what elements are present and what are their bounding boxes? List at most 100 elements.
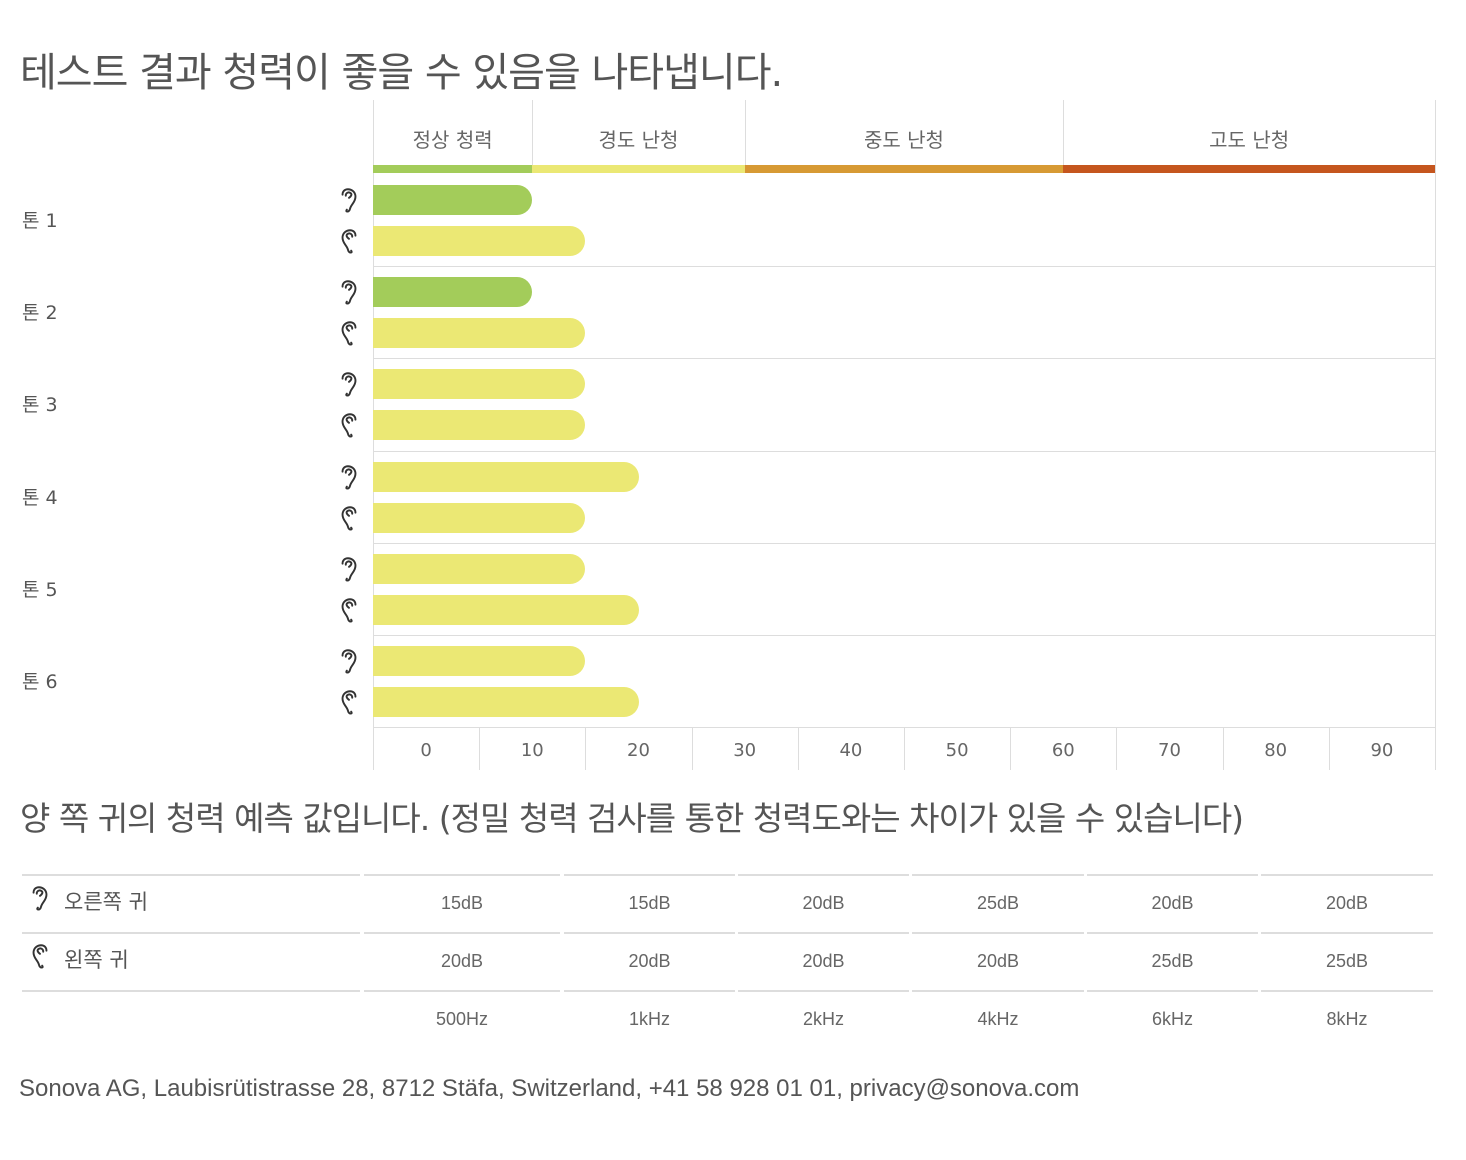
tick-label: 60	[1051, 740, 1075, 761]
table-divider	[22, 932, 360, 934]
tick-label: 80	[1264, 740, 1288, 761]
bar-left-ear	[373, 410, 586, 441]
table-divider	[1087, 874, 1258, 876]
table-divider	[364, 874, 560, 876]
tick-label: 10	[520, 740, 544, 761]
bar-left-ear	[373, 594, 639, 625]
axis-gridline	[1116, 727, 1118, 770]
band-label: 고도 난청	[1209, 128, 1290, 152]
tick-label: 70	[1158, 740, 1181, 761]
right-ear-icon	[339, 463, 363, 491]
bar-left-ear	[373, 502, 586, 533]
tone-label: 톤 5	[22, 578, 58, 601]
left-ear-icon	[339, 504, 363, 532]
table-cell: 20dB	[802, 951, 845, 971]
frequency-label: 8kHz	[1326, 1009, 1368, 1029]
row-divider	[373, 450, 1435, 452]
tone-label: 톤 4	[22, 486, 58, 509]
band-divider	[532, 100, 534, 165]
tick-label: 50	[945, 740, 969, 761]
frequency-label: 6kHz	[1151, 1009, 1193, 1029]
axis-gridline	[1010, 727, 1012, 770]
frequency-label: 1kHz	[628, 1009, 670, 1029]
table-divider	[1087, 990, 1258, 992]
page-title: 테스트 결과 청력이 좋을 수 있음을 나타냅니다.	[20, 50, 783, 96]
table-divider	[738, 874, 909, 876]
tone-label: 톤 2	[22, 302, 58, 325]
bar-right-ear	[373, 185, 533, 215]
axis-gridline	[1222, 727, 1224, 770]
table-divider	[1261, 874, 1433, 876]
table-cell: 20dB	[802, 893, 845, 913]
table-cell: 20dB	[1325, 893, 1369, 913]
row-divider	[373, 542, 1435, 544]
tick-label: 30	[733, 740, 757, 761]
chart-subtitle: 양 쪽 귀의 청력 예측 값입니다. (정밀 청력 검사를 통한 청력도와는 차…	[20, 799, 1244, 838]
left-ear-icon	[339, 688, 363, 716]
table-row-label: 오른쪽 귀	[64, 890, 148, 914]
bar-left-ear	[373, 318, 586, 349]
band-color-bar	[373, 165, 533, 173]
frequency-label: 500Hz	[435, 1009, 489, 1029]
table-cell: 25dB	[1325, 951, 1369, 971]
frequency-label: 2kHz	[802, 1009, 844, 1029]
table-cell: 20dB	[1151, 893, 1194, 913]
table-divider	[364, 932, 560, 934]
table-cell: 15dB	[440, 893, 484, 913]
right-ear-icon	[339, 278, 363, 306]
tick-label: 20	[627, 740, 650, 761]
band-label: 경도 난청	[598, 128, 679, 152]
tone-label: 톤 6	[22, 671, 58, 693]
table-divider	[564, 874, 735, 876]
table-divider	[912, 874, 1084, 876]
table-divider	[364, 990, 560, 992]
band-divider	[744, 100, 746, 165]
band-color-bar	[532, 165, 745, 173]
footer-address: Sonova AG, Laubisrütistrasse 28, 8712 St…	[19, 1075, 1080, 1102]
axis-gridline	[479, 727, 481, 770]
table-divider	[22, 874, 360, 876]
left-ear-icon	[339, 227, 363, 255]
left-ear-icon	[339, 411, 363, 439]
band-label: 중도 난청	[864, 128, 944, 152]
table-divider	[738, 990, 909, 992]
bar-left-ear	[373, 226, 586, 256]
right-ear-icon	[339, 370, 363, 398]
table-cell: 20dB	[628, 951, 671, 971]
row-divider	[373, 358, 1435, 360]
axis-gridline	[585, 727, 587, 770]
table-cell: 20dB	[440, 951, 484, 971]
table-divider	[912, 932, 1084, 934]
bar-right-ear	[373, 646, 586, 676]
bar-right-ear	[373, 369, 586, 400]
table-divider	[738, 932, 909, 934]
left-ear-icon	[30, 942, 54, 970]
bar-right-ear	[373, 553, 586, 584]
row-divider	[373, 266, 1435, 268]
table-divider	[1087, 932, 1258, 934]
table-divider	[22, 990, 360, 992]
table-cell: 25dB	[976, 893, 1020, 913]
table-divider	[564, 932, 735, 934]
bar-left-ear	[373, 687, 639, 717]
table-divider	[912, 990, 1084, 992]
table-divider	[1261, 932, 1433, 934]
band-label: 정상 청력	[412, 128, 493, 152]
tick-label: 0	[420, 740, 432, 761]
band-color-bar	[744, 165, 1064, 173]
chart-right-border	[1435, 100, 1436, 770]
band-divider	[1063, 100, 1065, 165]
right-ear-icon	[339, 186, 363, 214]
left-ear-icon	[339, 319, 363, 347]
tone-label: 톤 1	[22, 210, 58, 232]
right-ear-icon	[339, 647, 363, 675]
table-cell: 20dB	[976, 951, 1020, 971]
axis-gridline	[691, 727, 693, 770]
row-divider	[373, 635, 1435, 636]
tick-label: 90	[1370, 740, 1394, 761]
table-cell: 15dB	[628, 893, 671, 913]
right-ear-icon	[30, 884, 54, 912]
axis-gridline	[797, 727, 799, 770]
table-divider	[1261, 990, 1433, 992]
bar-right-ear	[373, 277, 533, 308]
